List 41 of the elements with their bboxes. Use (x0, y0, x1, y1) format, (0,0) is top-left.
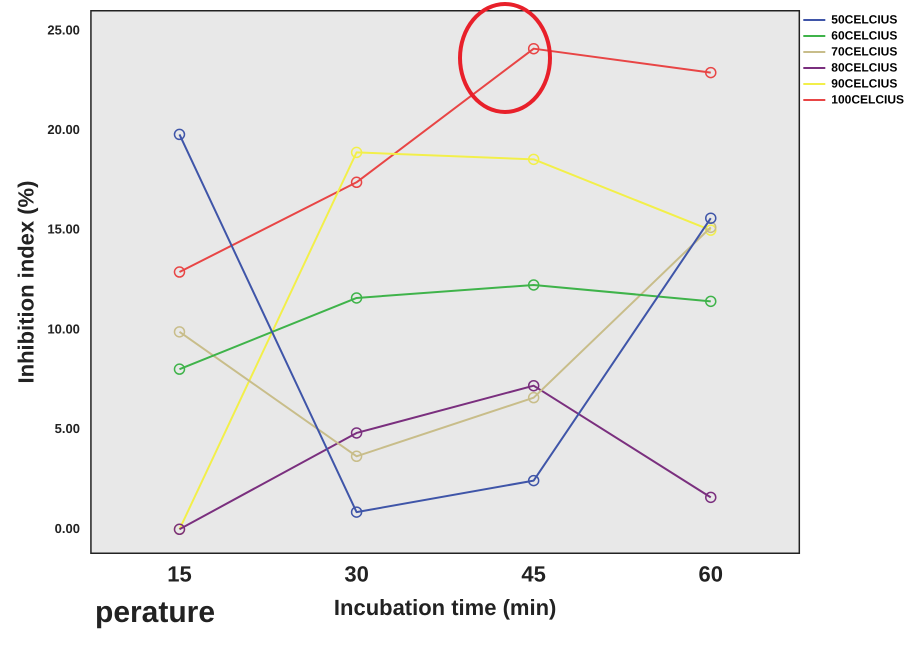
legend-label: 80CELCIUS (831, 60, 898, 74)
point (705, 224, 717, 236)
x-tick-label: 30 (344, 561, 369, 586)
y-tick-label: 15.00 (47, 222, 80, 237)
legend-label: 60CELCIUS (831, 28, 898, 42)
y-tick-label: 10.00 (47, 321, 80, 336)
x-tick-label: 15 (167, 561, 192, 586)
point (528, 392, 540, 404)
point (705, 492, 717, 504)
x-axis-title: Incubation time (min) (334, 594, 556, 620)
legend-label: 90CELCIUS (831, 76, 898, 90)
legend-label: 50CELCIUS (831, 12, 898, 26)
point (528, 474, 540, 486)
x-tick-label: 60 (698, 561, 724, 586)
point (350, 506, 362, 518)
point (174, 128, 186, 140)
point (350, 292, 362, 304)
point (705, 296, 717, 308)
point (350, 427, 362, 439)
point (528, 380, 540, 392)
y-tick-label: 25.00 (47, 22, 80, 38)
point (528, 154, 540, 166)
point (705, 222, 717, 234)
y-tick-label: 5.00 (54, 421, 80, 436)
x-tick-label: 45 (521, 561, 546, 586)
point (528, 42, 540, 54)
point (528, 279, 540, 291)
point (174, 363, 186, 375)
y-axis-title: Inhibition index (%) (13, 180, 38, 384)
y-tick-label: 20.00 (47, 122, 80, 138)
y-tick-label: 0.00 (54, 520, 80, 536)
point (350, 450, 362, 462)
point (705, 212, 717, 224)
legend-label: 70CELCIUS (831, 44, 898, 58)
legend-label: 100CELCIUS (831, 92, 904, 106)
point (174, 326, 186, 338)
point (705, 66, 717, 78)
point (174, 266, 186, 278)
point (350, 146, 362, 158)
text: perature (95, 596, 216, 630)
point (350, 176, 362, 188)
